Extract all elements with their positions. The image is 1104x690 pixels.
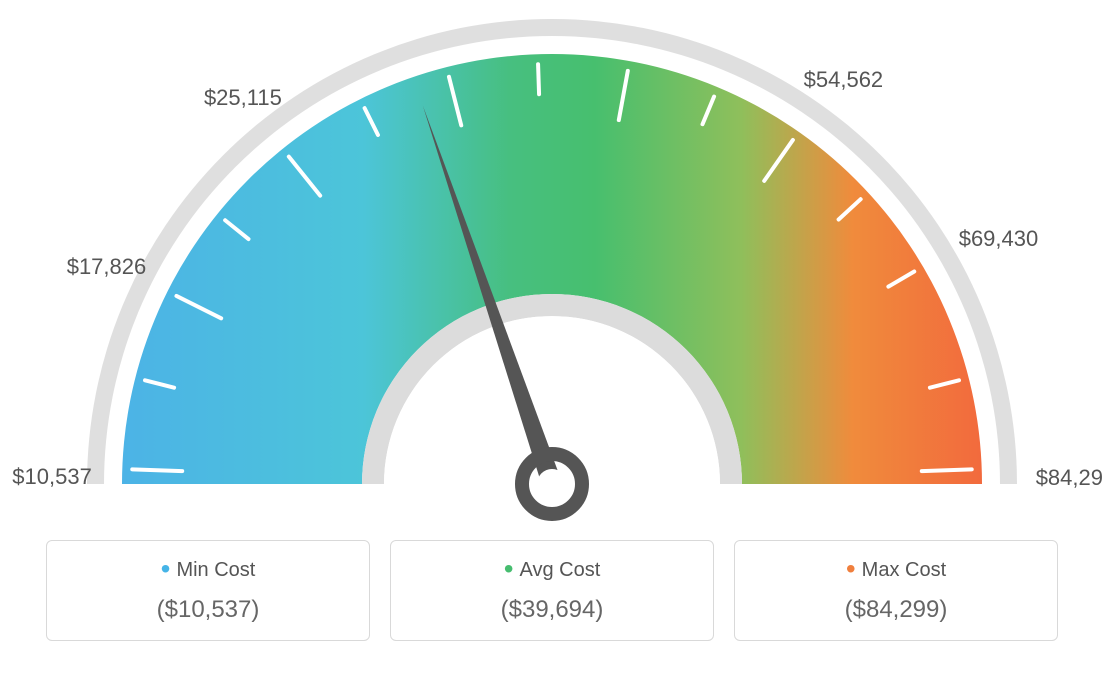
max-cost-label: Max Cost [862,559,946,581]
avg-cost-card: •Avg Cost ($39,694) [390,540,714,641]
summary-cards: •Min Cost ($10,537) •Avg Cost ($39,694) … [0,540,1104,641]
avg-dot-icon: • [504,553,514,584]
min-cost-card: •Min Cost ($10,537) [46,540,370,641]
gauge-svg [0,0,1104,540]
max-cost-title: •Max Cost [735,559,1057,582]
avg-cost-title: •Avg Cost [391,559,713,582]
max-cost-value: ($84,299) [735,596,1057,624]
min-cost-title: •Min Cost [47,559,369,582]
scale-label: $69,430 [959,226,1039,252]
min-cost-label: Min Cost [176,559,255,581]
min-dot-icon: • [161,553,171,584]
scale-label: $25,115 [204,85,282,111]
scale-label: $54,562 [804,67,884,93]
scale-label: $17,826 [67,254,147,280]
avg-cost-label: Avg Cost [520,559,601,581]
max-dot-icon: • [846,553,856,584]
avg-cost-value: ($39,694) [391,596,713,624]
max-cost-card: •Max Cost ($84,299) [734,540,1058,641]
gauge-chart: $10,537$17,826$25,115$39,694$54,562$69,4… [0,0,1104,540]
min-cost-value: ($10,537) [47,596,369,624]
scale-label: $10,537 [12,464,92,490]
scale-label: $84,299 [1036,465,1104,491]
